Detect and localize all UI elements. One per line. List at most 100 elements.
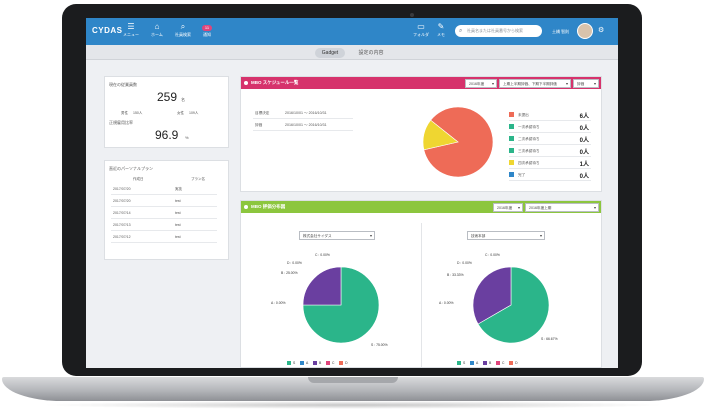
schedule-period-select[interactable]: 上期上半期評価、下期下半期評価 ▾ xyxy=(499,79,571,88)
pie-slice-s[interactable] xyxy=(303,267,379,343)
chevron-down-icon: ▾ xyxy=(565,81,568,86)
clock-icon xyxy=(244,81,248,85)
chevron-down-icon: ▾ xyxy=(539,233,542,238)
camera xyxy=(410,13,414,17)
chevron-down-icon: ▾ xyxy=(491,81,494,86)
pie-legend-department: S A B C D xyxy=(457,361,518,366)
app-screen: CYDAS ☰ メニュー ⌂ ホーム ⌕ 社員検索 11 通知 ▭ フォルダ ✎ メモ ⌕ 社… xyxy=(86,18,618,368)
pie-label-a: A : 0.00% xyxy=(271,301,286,305)
search-icon: ⌕ xyxy=(180,22,186,31)
department-select[interactable]: 技術本部 ▾ xyxy=(467,231,545,240)
chart-icon xyxy=(244,205,248,209)
laptop-shadow xyxy=(40,401,666,409)
mbo-status-pie xyxy=(423,107,493,177)
nav-menu[interactable]: ☰ メニュー xyxy=(118,21,144,38)
legend-item: 完了 0人 xyxy=(509,169,591,181)
table-row[interactable]: 2017/07/20 test xyxy=(111,195,217,207)
tab-settings[interactable]: 設定の内容 xyxy=(358,50,384,56)
regular-rate-label: 正規雇用比率 xyxy=(109,120,133,125)
legend-swatch xyxy=(509,112,514,117)
personal-plan-panel: 直近のパーソナルプラン 作成日 プラン名 2017/07/20 実技 2017/0… xyxy=(104,160,229,260)
pie-slice-b[interactable] xyxy=(303,267,342,306)
mbo-distribution-title: MBO 評価分布図 xyxy=(251,204,286,209)
legend-swatch xyxy=(509,172,514,177)
pie-label-d: D : 0.00% xyxy=(287,261,302,265)
nav-notifications[interactable]: 11 通知 xyxy=(194,21,220,38)
app-header: CYDAS ☰ メニュー ⌂ ホーム ⌕ 社員検索 11 通知 ▭ フォルダ ✎ メモ ⌕ 社… xyxy=(86,18,618,45)
schedule-year-select[interactable]: 2016年度 ▾ xyxy=(465,79,497,88)
legend-swatch xyxy=(287,361,291,366)
legend-swatch xyxy=(509,361,514,366)
chevron-down-icon: ▾ xyxy=(369,233,372,238)
pie-label-c: C : 0.00% xyxy=(315,253,330,257)
col-created-date: 作成日 xyxy=(133,177,144,181)
chevron-down-icon: ▾ xyxy=(517,205,520,210)
laptop-notch xyxy=(308,377,398,383)
legend-swatch xyxy=(469,361,474,366)
legend-swatch xyxy=(325,361,330,366)
legend-swatch xyxy=(509,160,514,165)
table-row[interactable]: 2017/07/20 実技 xyxy=(111,183,217,195)
schedule-row: 目標決定 2016/10/01 〜 2016/10/31 xyxy=(253,107,353,119)
legend-swatch xyxy=(509,148,514,153)
tab-bar: Gadget 設定の内容 xyxy=(86,45,618,60)
female-count: 109人 xyxy=(189,111,199,115)
employee-count-unit: 名 xyxy=(181,97,185,102)
legend-item: 未提出 6人 xyxy=(509,109,591,121)
legend-swatch xyxy=(312,361,317,366)
schedule-phase-select[interactable]: 評価 ▾ xyxy=(573,79,599,88)
pie-slice-b[interactable] xyxy=(473,267,512,325)
pie-slice-s[interactable] xyxy=(477,267,549,343)
employee-count-panel: 現在の従業員数 259 名 男性 150人 女性 109人 正規雇用比率 96.… xyxy=(104,76,229,148)
table-row[interactable]: 2017/07/14 test xyxy=(111,207,217,219)
company-select[interactable]: 株式会社サイダス ▾ xyxy=(299,231,375,240)
legend-item: 四次承認待ち 1人 xyxy=(509,157,591,169)
nav-employee-search[interactable]: ⌕ 社員検索 xyxy=(170,21,196,38)
legend-swatch xyxy=(339,361,344,366)
distribution-period-select[interactable]: 2016年度上期 ▾ xyxy=(525,203,599,212)
nav-home[interactable]: ⌂ ホーム xyxy=(144,21,170,38)
regular-rate-unit: % xyxy=(185,135,189,140)
user-name[interactable]: 土橋 智則 xyxy=(552,29,570,34)
table-row[interactable]: 2017/07/12 test xyxy=(111,231,217,243)
menu-icon: ☰ xyxy=(127,22,135,31)
table-row[interactable]: 2017/07/13 test xyxy=(111,219,217,231)
pie-slice-四次承認待ち[interactable] xyxy=(423,119,459,151)
pie-label-b: B : 25.00% xyxy=(281,271,298,275)
search-icon: ⌕ xyxy=(459,28,463,34)
male-count: 150人 xyxy=(133,111,143,115)
memo-icon: ✎ xyxy=(437,22,445,31)
pie-label-c: C : 0.00% xyxy=(485,253,500,257)
app-logo[interactable]: CYDAS xyxy=(92,26,123,35)
pie-label-d: D : 0.00% xyxy=(457,261,472,265)
legend-item: 三次承認待ち 0人 xyxy=(509,145,591,157)
mbo-schedule-panel: MBO スケジュール一覧 2016年度 ▾ 上期上半期評価、下期下半期評価 ▾ 評価… xyxy=(240,76,602,192)
distribution-year-select[interactable]: 2016年度 ▾ xyxy=(493,203,523,212)
schedule-row: 評価 2016/10/01 〜 2016/10/31 xyxy=(253,119,353,131)
folder-icon: ▭ xyxy=(417,22,425,31)
employee-count-label: 現在の従業員数 xyxy=(109,82,137,87)
distribution-pie-company xyxy=(303,267,379,343)
chevron-down-icon: ▾ xyxy=(593,81,596,86)
distribution-pie-department xyxy=(473,267,549,343)
male-label: 男性 xyxy=(121,111,128,115)
legend-swatch xyxy=(495,361,500,366)
legend-item: 一次承認待ち 0人 xyxy=(509,121,591,133)
regular-rate: 96.9 xyxy=(155,128,179,142)
tool-memo[interactable]: ✎ メモ xyxy=(428,21,454,38)
legend-swatch xyxy=(299,361,304,366)
avatar[interactable] xyxy=(577,23,593,39)
gear-icon[interactable]: ⚙ xyxy=(598,27,605,34)
mbo-distribution-panel: MBO 評価分布図 2016年度 ▾ 2016年度上期 ▾ 株式会社サイダス ▾ C … xyxy=(240,200,602,368)
mbo-schedule-title: MBO スケジュール一覧 xyxy=(251,80,299,85)
tool-folder[interactable]: ▭ フォルダ xyxy=(408,21,434,38)
tab-gadget[interactable]: Gadget xyxy=(315,48,345,58)
pie-legend-company: S A B C D xyxy=(287,361,348,366)
pie-label-s: S : 75.00% xyxy=(371,343,388,347)
pie-label-b: B : 33.33% xyxy=(447,273,464,277)
employee-search-input[interactable]: ⌕ 社員名または社員番号から検索 xyxy=(455,25,542,37)
bell-icon: 11 xyxy=(194,21,220,33)
notification-badge: 11 xyxy=(201,25,213,31)
employee-count: 259 xyxy=(157,90,178,104)
legend-swatch xyxy=(457,361,461,366)
